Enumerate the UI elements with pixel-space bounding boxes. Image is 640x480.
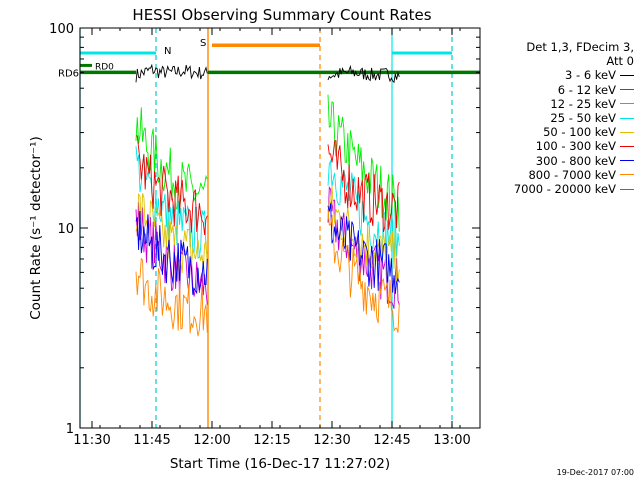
- series-6-segment-0: [135, 210, 208, 295]
- saa-bar-label: S: [200, 38, 206, 49]
- legend-label-5: 100 - 300 keV: [535, 139, 616, 154]
- y-tick-label-1: 10: [57, 222, 74, 237]
- legend-label-7: 800 - 7000 keV: [528, 167, 616, 182]
- legend-swatch-5: [620, 146, 634, 148]
- series-5-segment-1: [327, 139, 400, 233]
- legend-entry-6: 300 - 800 keV: [488, 154, 634, 168]
- legend-entries: 3 - 6 keV 6 - 12 keV 12 - 25 keV 25 - 50 ke…: [488, 68, 634, 196]
- legend-label-2: 12 - 25 keV: [550, 96, 616, 111]
- y-tick-label-2: 100: [49, 22, 74, 37]
- legend-swatch-4: [620, 131, 634, 133]
- legend-label-4: 50 - 100 keV: [543, 125, 616, 140]
- y-axis-label: Count Rate (s⁻¹ detector⁻¹): [28, 136, 44, 320]
- legend-entry-2: 12 - 25 keV: [488, 97, 634, 111]
- legend-label-1: 6 - 12 keV: [557, 82, 616, 97]
- legend-label-6: 300 - 800 keV: [535, 153, 616, 168]
- x-tick-label-6: 13:00: [433, 433, 470, 448]
- x-tick-label-3: 12:15: [253, 433, 290, 448]
- plot-marks: N S RD0 RD6: [58, 28, 480, 428]
- series-0-segment-1: [327, 64, 400, 84]
- series-0-segment-0: [135, 63, 208, 83]
- x-tick-label-2: 12:00: [193, 433, 230, 448]
- axes: 11:30 11:45 12:00 12:15 12:30 12:45 13:00 1 10 10…: [49, 22, 481, 448]
- legend-entry-3: 25 - 50 keV: [488, 111, 634, 125]
- rd0-label: RD0: [95, 62, 114, 72]
- legend-swatch-8: [620, 188, 634, 190]
- series-1-segment-0: [135, 202, 208, 305]
- x-tick-label-5: 12:45: [373, 433, 410, 448]
- series-7-segment-0: [135, 257, 208, 337]
- series-6-segment-1: [327, 203, 400, 295]
- footer-timestamp: 19-Dec-2017 07:00: [556, 468, 634, 477]
- legend-entry-0: 3 - 6 keV: [488, 68, 634, 82]
- legend-label-3: 25 - 50 keV: [550, 111, 616, 126]
- night-bar-label: N: [164, 46, 171, 57]
- legend-swatch-3: [620, 117, 634, 119]
- legend-swatch-6: [620, 160, 634, 162]
- legend-label-8: 7000 - 20000 keV: [513, 182, 616, 197]
- legend-swatch-1: [620, 89, 634, 91]
- legend-entry-5: 100 - 300 keV: [488, 139, 634, 153]
- legend-swatch-7: [620, 174, 634, 176]
- legend-swatch-2: [620, 103, 634, 105]
- rd6-label: RD6: [58, 68, 79, 79]
- x-tick-label-0: 11:30: [73, 433, 110, 448]
- legend-label-0: 3 - 6 keV: [565, 68, 616, 83]
- x-tick-label-4: 12:30: [313, 433, 350, 448]
- series-3-segment-1: [327, 159, 400, 266]
- series-7-segment-1: [327, 209, 400, 333]
- legend: Det 1,3, FDecim 3, Att 0 3 - 6 keV 6 - 12…: [488, 40, 634, 196]
- legend-entry-8: 7000 - 20000 keV: [488, 182, 634, 196]
- legend-swatch-0: [620, 75, 634, 76]
- legend-entry-4: 50 - 100 keV: [488, 125, 634, 139]
- series-5-segment-0: [135, 135, 208, 235]
- y-tick-label-0: 1: [66, 422, 74, 437]
- x-tick-label-1: 11:45: [133, 433, 170, 448]
- series-2-segment-1: [327, 94, 400, 232]
- legend-header: Det 1,3, FDecim 3, Att 0: [526, 40, 634, 69]
- plot-frame: [79, 27, 481, 429]
- series-3-segment-0: [135, 146, 208, 259]
- legend-entry-7: 800 - 7000 keV: [488, 168, 634, 182]
- chart-title: HESSI Observing Summary Count Rates: [132, 6, 431, 24]
- x-axis-label: Start Time (16-Dec-17 11:27:02): [170, 456, 390, 472]
- legend-entry-1: 6 - 12 keV: [488, 83, 634, 97]
- series-4-segment-0: [135, 193, 208, 274]
